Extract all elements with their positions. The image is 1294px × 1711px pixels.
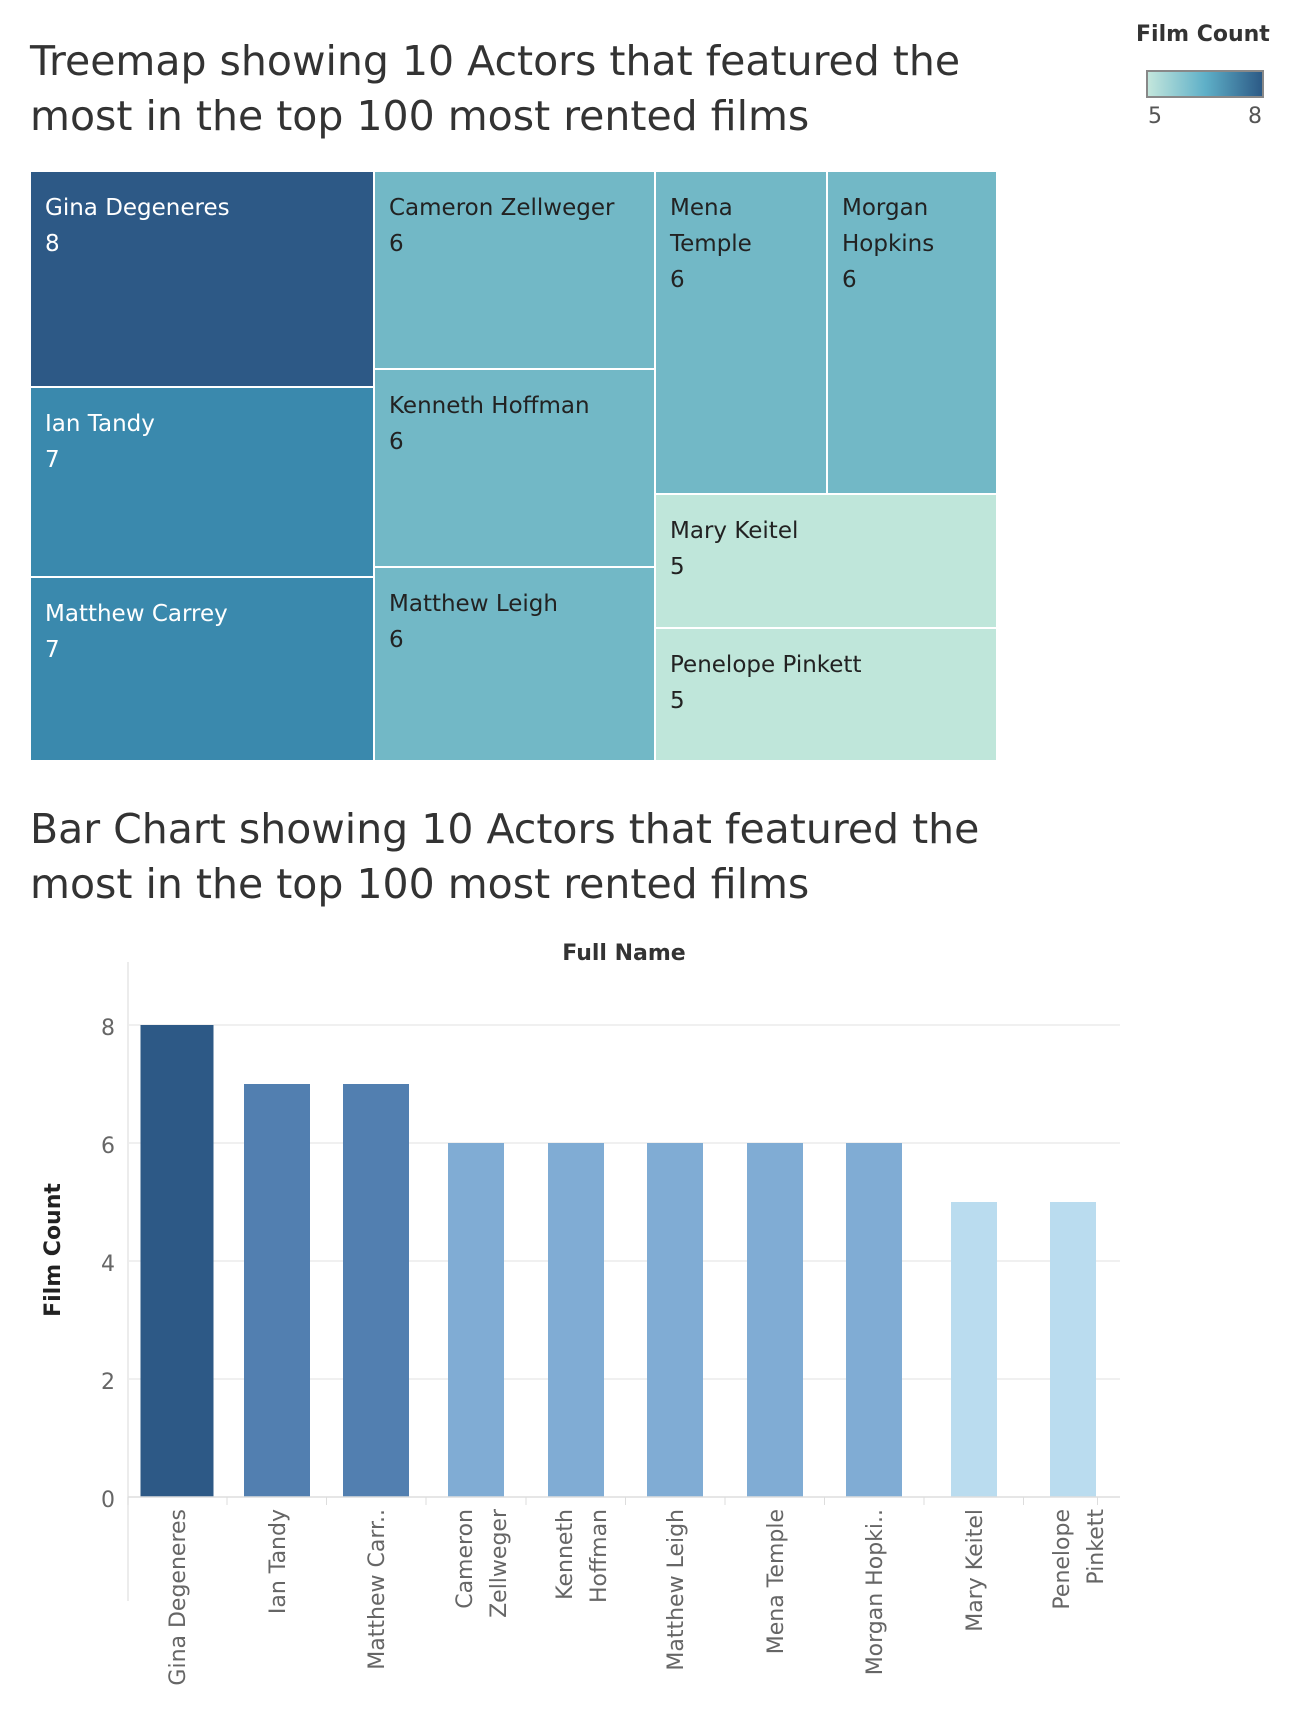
y-tick-label: 8: [101, 1016, 115, 1041]
treemap-cell[interactable]: Mary Keitel 5: [656, 495, 998, 629]
x-tick-label: Matthew Carr..: [365, 1509, 390, 1670]
treemap-title: Treemap showing 10 Actors that featured …: [30, 37, 961, 140]
bar: [647, 1143, 703, 1497]
treemap-cell-name: Matthew Leigh: [389, 591, 558, 617]
treemap-cell[interactable]: Penelope Pinkett 5: [656, 629, 998, 762]
treemap: Gina Degeneres 8 Ian Tandy 7 Matthew Carrey 7…: [31, 172, 998, 762]
bar: [747, 1143, 803, 1497]
treemap-cell-name: Gina Degeneres: [45, 195, 230, 221]
treemap-cell-value: 6: [389, 429, 404, 455]
treemap-cell-name: Penelope Pinkett: [670, 652, 862, 678]
treemap-cell[interactable]: Ian Tandy 7: [31, 388, 375, 578]
treemap-cell-value: 5: [670, 554, 685, 580]
x-axis-header: Full Name: [562, 941, 685, 966]
treemap-cell[interactable]: Cameron Zellweger 6: [375, 172, 656, 370]
treemap-cell-value: 6: [389, 231, 404, 257]
bar: [1050, 1202, 1096, 1497]
treemap-cell-name: Ian Tandy: [45, 411, 155, 437]
legend-min-label: 5: [1148, 104, 1162, 129]
x-tick-label: Cameron Zellweger: [453, 1508, 512, 1618]
x-tick-label: Ian Tandy: [266, 1509, 291, 1614]
bar: [448, 1143, 504, 1497]
x-tick-label: Penelope Pinkett: [1050, 1509, 1109, 1610]
x-tick-label: Mena Temple: [764, 1509, 789, 1654]
x-tick-label: Kenneth Hoffman: [553, 1509, 612, 1603]
treemap-cell-name: Mary Keitel: [670, 518, 799, 544]
treemap-cell[interactable]: Mena Temple 6: [656, 172, 828, 495]
treemap-cell-name: Kenneth Hoffman: [389, 393, 590, 419]
x-tick-label: Mary Keitel: [963, 1509, 988, 1632]
y-tick-label: 6: [101, 1134, 115, 1159]
treemap-cell-value: 7: [45, 447, 60, 473]
y-tick-label: 0: [101, 1488, 115, 1513]
treemap-cell-value: 7: [45, 637, 60, 663]
legend-title: Film Count: [1136, 22, 1270, 47]
bar: [343, 1084, 409, 1497]
x-tick-label: Gina Degeneres: [166, 1509, 191, 1686]
treemap-cell[interactable]: Matthew Leigh 6: [375, 568, 656, 762]
treemap-cell-name: Mena Temple: [670, 195, 752, 257]
treemap-cell[interactable]: Gina Degeneres 8: [31, 172, 375, 388]
treemap-cell-name: Cameron Zellweger: [389, 195, 615, 221]
treemap-cell-value: 6: [389, 627, 404, 653]
treemap-cell-value: 6: [842, 267, 857, 293]
bar: [140, 1025, 214, 1497]
bar-chart-title: Bar Chart showing 10 Actors that feature…: [30, 805, 980, 908]
bar: [846, 1143, 902, 1497]
treemap-cell-name: Matthew Carrey: [45, 601, 228, 627]
treemap-cell-value: 8: [45, 231, 60, 257]
y-axis-title: Film Count: [41, 1183, 66, 1317]
x-tick-label: Matthew Leigh: [664, 1509, 689, 1671]
treemap-cell-value: 5: [670, 688, 685, 714]
treemap-cell-name: Morgan Hopkins: [842, 195, 935, 257]
bar: [548, 1143, 604, 1497]
bar-chart: Full Name 0 2 4 6 8 Film Count Gina Degeneres Ia…: [41, 941, 1120, 1686]
treemap-cell-value: 6: [670, 267, 685, 293]
x-tick-label: Morgan Hopki..: [863, 1509, 888, 1675]
treemap-cell[interactable]: Kenneth Hoffman 6: [375, 370, 656, 568]
bar: [951, 1202, 997, 1497]
bar: [244, 1084, 310, 1497]
legend-color-ramp: [1146, 70, 1264, 98]
treemap-cell[interactable]: Morgan Hopkins 6: [828, 172, 998, 495]
y-tick-label: 2: [101, 1370, 115, 1395]
y-tick-label: 4: [101, 1252, 115, 1277]
legend-max-label: 8: [1248, 104, 1262, 129]
treemap-cell[interactable]: Matthew Carrey 7: [31, 578, 375, 762]
